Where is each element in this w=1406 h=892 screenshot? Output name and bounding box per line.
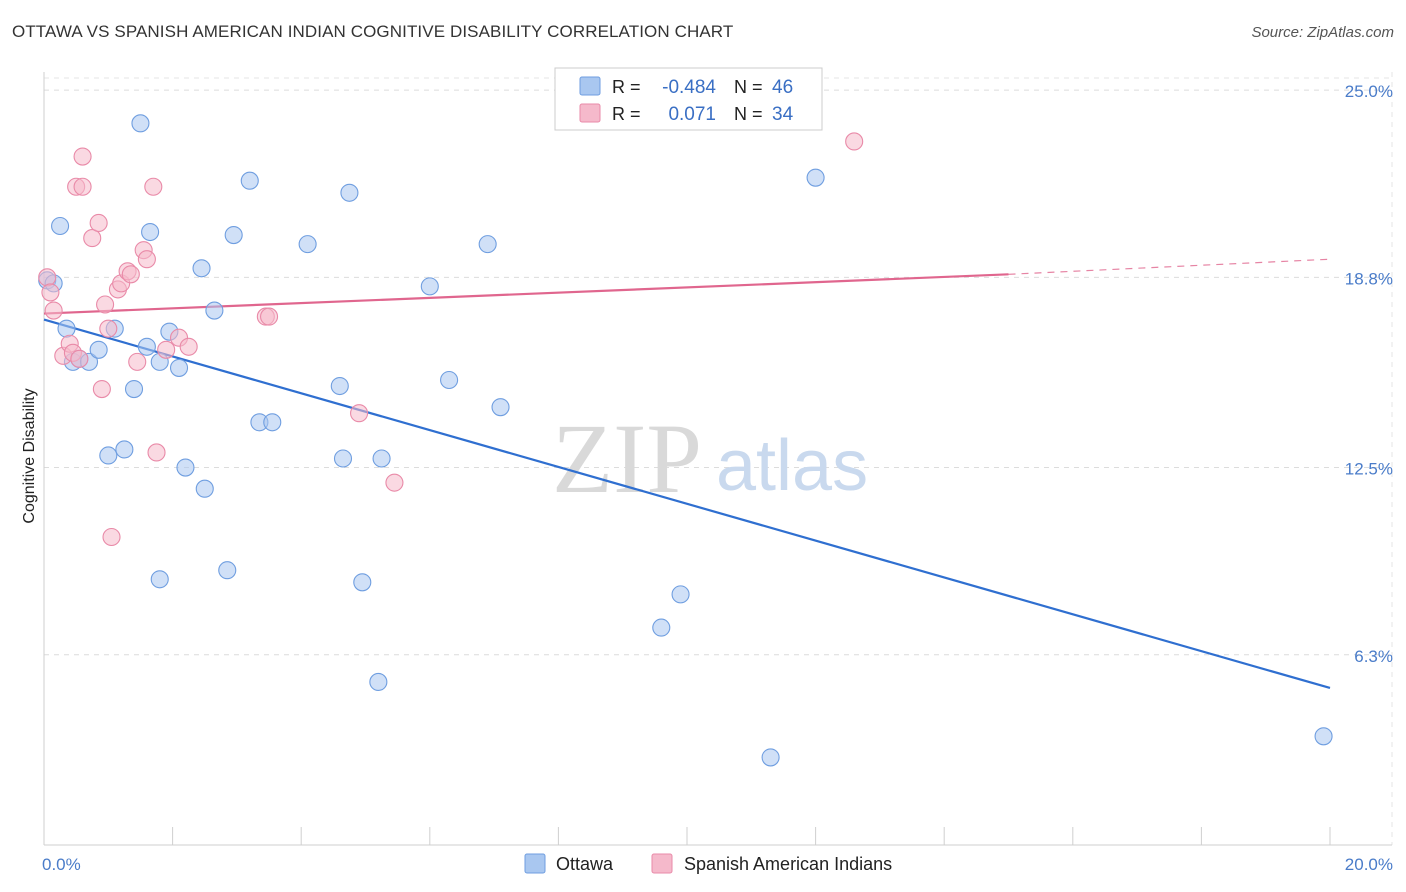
point-1-19 [121, 265, 140, 284]
point-1-14 [99, 319, 118, 338]
point-0-19 [176, 458, 195, 477]
point-1-15 [102, 527, 121, 547]
trend-line-extension-1 [1008, 258, 1331, 275]
series-label-spanish: Spanish American Indians [684, 854, 892, 874]
y-tick-labels: 6.3% 12.5% 18.8% 25.0% [1345, 82, 1393, 666]
point-1-12 [92, 380, 111, 399]
point-0-37 [478, 235, 497, 254]
point-0-8 [99, 446, 118, 465]
x-tick-label-1: 20.0% [1345, 855, 1393, 874]
legend-n-label-spanish: N = [734, 104, 763, 124]
point-0-40 [671, 585, 690, 604]
point-0-39 [652, 618, 671, 637]
watermark-atlas: atlas [716, 426, 868, 506]
series-swatch-ottawa [524, 853, 546, 874]
point-1-25 [157, 340, 176, 359]
correlation-legend: R = -0.484 N = 46 R = 0.071 N = 34 [554, 67, 823, 131]
point-1-13 [96, 295, 115, 314]
point-1-20 [128, 352, 147, 371]
point-0-2 [51, 216, 70, 236]
point-0-13 [137, 337, 156, 356]
series-label-ottawa: Ottawa [556, 854, 614, 874]
point-0-11 [124, 380, 144, 399]
trend-line-1 [43, 273, 1009, 315]
point-1-2 [44, 301, 63, 320]
y-tick-label-2: 18.8% [1345, 269, 1393, 288]
point-0-43 [1314, 727, 1333, 746]
point-0-18 [169, 358, 189, 377]
y-tick-label-3: 25.0% [1345, 82, 1393, 101]
point-0-16 [150, 570, 169, 589]
point-0-42 [806, 168, 825, 187]
legend-r-label-ottawa: R = [612, 77, 641, 97]
point-0-23 [218, 561, 237, 580]
point-0-33 [369, 672, 388, 691]
point-0-32 [353, 573, 372, 592]
x-tick-label-0: 0.0% [42, 855, 81, 874]
point-0-21 [195, 479, 214, 498]
point-0-3 [57, 319, 76, 338]
legend-swatch-ottawa [579, 76, 601, 96]
legend-r-label-spanish: R = [612, 104, 641, 124]
series-swatch-spanish [651, 853, 673, 874]
point-1-30 [350, 404, 369, 423]
point-1-29 [259, 307, 279, 326]
point-0-7 [89, 340, 108, 359]
point-0-14 [141, 222, 160, 242]
watermark-zip: ZIP [552, 403, 702, 514]
point-1-9 [73, 147, 92, 166]
point-0-38 [491, 398, 510, 417]
chart-source: Source: ZipAtlas.com [1251, 24, 1394, 41]
point-1-10 [83, 229, 102, 248]
point-0-29 [330, 376, 349, 396]
point-0-34 [372, 449, 391, 468]
point-0-24 [224, 226, 243, 245]
x-tick-labels: 0.0% 20.0% [42, 855, 1393, 874]
point-0-28 [298, 235, 317, 254]
legend-r-value-ottawa: -0.484 [662, 77, 716, 98]
point-0-12 [131, 114, 150, 133]
point-0-31 [340, 183, 359, 202]
legend-n-value-ottawa: 46 [772, 77, 793, 98]
trend-line-0 [43, 318, 1331, 690]
point-0-10 [115, 440, 134, 459]
point-0-20 [192, 259, 211, 278]
series-legend: Ottawa Spanish American Indians [524, 853, 892, 874]
legend-n-value-spanish: 34 [772, 104, 794, 125]
data-points [38, 114, 1333, 767]
point-1-7 [70, 349, 89, 368]
point-0-22 [205, 301, 224, 320]
point-0-36 [440, 370, 459, 390]
point-1-23 [144, 177, 163, 196]
point-1-31 [385, 473, 404, 492]
point-1-24 [147, 443, 166, 462]
point-0-41 [761, 748, 780, 767]
point-1-0 [38, 268, 57, 287]
legend-n-label-ottawa: N = [734, 77, 763, 97]
grid-lines [44, 72, 1393, 845]
trend-lines [43, 258, 1331, 690]
y-tick-label-0: 6.3% [1354, 647, 1393, 666]
point-0-27 [263, 413, 282, 432]
chart-title: OTTAWA VS SPANISH AMERICAN INDIAN COGNIT… [12, 22, 734, 41]
legend-swatch-spanish [579, 103, 601, 123]
point-1-32 [845, 132, 864, 151]
point-1-8 [73, 177, 92, 196]
point-1-1 [41, 283, 60, 302]
legend-r-value-spanish: 0.071 [668, 104, 716, 125]
point-0-25 [240, 171, 259, 190]
y-axis-label: Cognitive Disability [21, 388, 38, 523]
y-tick-label-1: 12.5% [1345, 460, 1393, 479]
axes [43, 72, 1392, 846]
point-1-11 [89, 213, 108, 233]
point-0-35 [420, 277, 439, 296]
point-1-27 [179, 337, 198, 356]
point-1-22 [137, 250, 156, 269]
point-0-30 [333, 449, 353, 468]
